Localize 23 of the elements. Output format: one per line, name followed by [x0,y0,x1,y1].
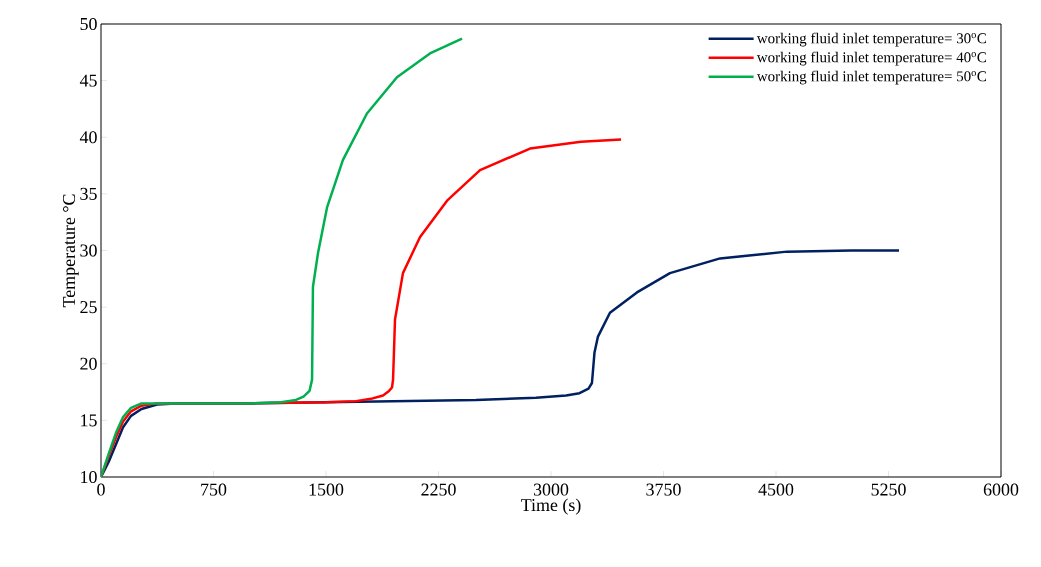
y-tick-label: 35 [80,187,97,200]
x-tick-label: 2250 [421,483,456,496]
y-tick-label: 40 [79,131,97,144]
x-tick-label: 0 [97,483,105,496]
y-tick-label: 50 [80,17,97,31]
y-tick-label: 15 [81,414,97,427]
y-tick-label: 30 [80,244,97,257]
y-tick-label: 45 [79,74,97,87]
x-tick-label: 3750 [646,483,681,496]
x-tick-label: 6000 [983,483,1019,496]
legend-label: working fluid inlet temperature= 30$^{o}$C [756,32,986,47]
y-axis-title: Temperature °C [62,194,79,308]
y-tick-label: 10 [81,470,97,484]
x-tick-label: 750 [201,483,227,496]
x-tick-label: 4500 [758,483,794,496]
x-tick-label: 1500 [309,483,344,496]
x-tick-label: 5250 [871,483,906,496]
y-tick-label: 20 [80,357,97,370]
x-axis-title: Time (s) [521,498,581,515]
legend-label: working fluid inlet temperature= 40$^{o}$C [756,51,986,66]
legend-label: working fluid inlet temperature= 50$^{o}$C [756,70,986,85]
x-tick-label: 3000 [533,483,569,496]
y-tick-label: 25 [80,301,97,314]
